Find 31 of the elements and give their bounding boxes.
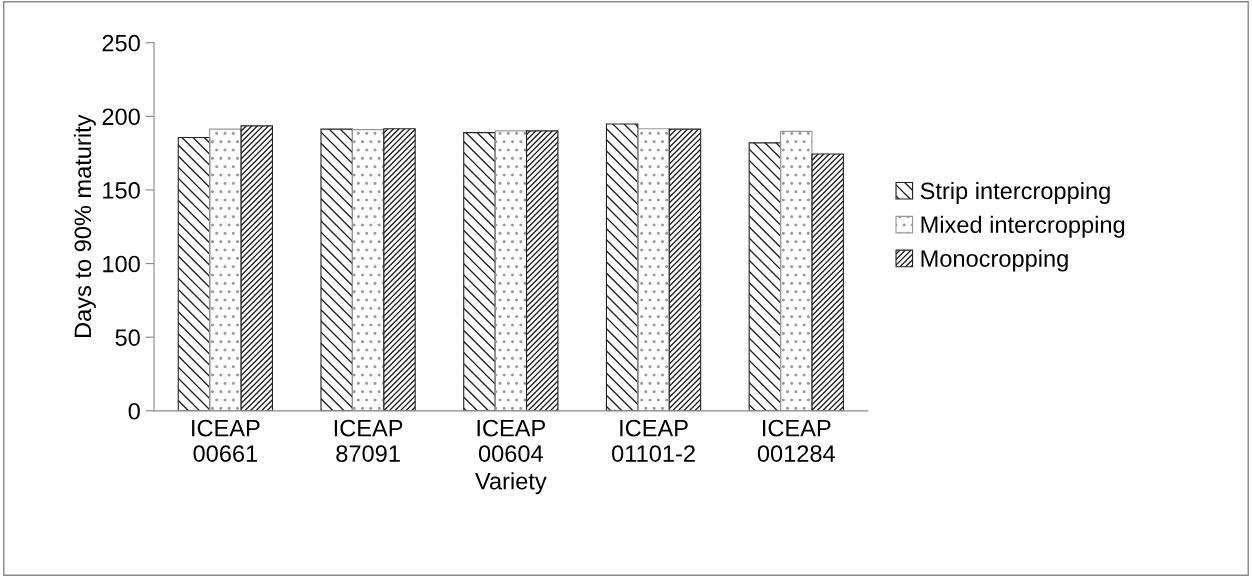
- x-tick-label: ICEAP 01101-2: [612, 419, 695, 462]
- y-tick-label: 100: [103, 255, 140, 273]
- y-axis-title: Days to 90% maturity: [73, 114, 96, 338]
- bar: [463, 132, 496, 411]
- bar: [668, 128, 702, 411]
- x-tick-label: ICEAP 87091: [334, 419, 403, 462]
- bar: [240, 125, 274, 411]
- bar: [351, 129, 385, 411]
- bar: [494, 130, 528, 411]
- y-tick-label: 0: [128, 402, 140, 420]
- bar: [383, 128, 416, 411]
- bar: [748, 142, 782, 411]
- x-tick-label: ICEAP 00661: [192, 419, 260, 462]
- bar: [320, 128, 353, 411]
- bar: [780, 130, 813, 411]
- legend-label: Monocropping: [921, 249, 1068, 272]
- legend-label: Mixed intercropping: [921, 215, 1125, 238]
- x-tick-label: ICEAP 00604: [477, 419, 545, 462]
- y-tick-label: 150: [103, 182, 140, 199]
- legend-label: Strip intercropping: [920, 181, 1110, 204]
- bar: [209, 128, 242, 411]
- x-axis-title: Variety: [475, 472, 547, 495]
- bar: [525, 130, 559, 411]
- x-tick-label: ICEAP 001284: [757, 419, 835, 462]
- bar: [605, 123, 639, 411]
- bar: [811, 153, 844, 411]
- bar: [637, 128, 670, 411]
- y-tick-label: 200: [102, 108, 140, 126]
- y-tick-label: 250: [102, 34, 140, 52]
- bar: [177, 136, 211, 411]
- y-tick-label: 50: [115, 329, 140, 346]
